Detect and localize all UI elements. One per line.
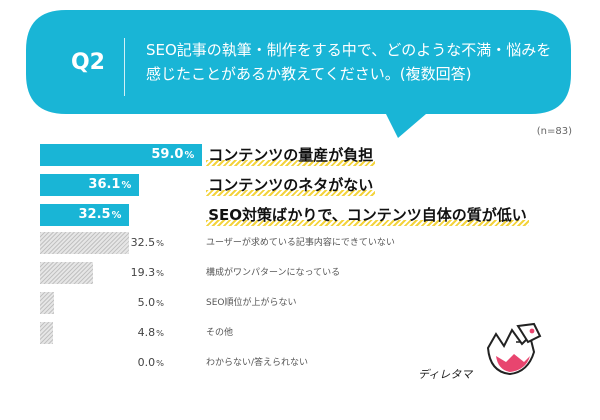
value-unit: %: [111, 210, 122, 221]
bar: [40, 292, 54, 314]
value-label: 32.5%: [21, 204, 122, 227]
category-label: コンテンツの量産が負担: [206, 144, 376, 166]
category-label: コンテンツのネタがない: [206, 174, 376, 196]
question-divider: [124, 38, 125, 96]
bar: [40, 232, 130, 254]
category-label: わからない/答えられない: [206, 358, 309, 368]
value-label: 59.0%: [94, 144, 194, 167]
value-label: 36.1%: [31, 174, 131, 197]
bar: [40, 204, 130, 226]
bar: [40, 262, 94, 284]
question-number: Q2: [70, 50, 105, 75]
value-number: 32.5: [130, 236, 156, 249]
value-label: 32.5%: [64, 232, 164, 254]
value-label: 19.3%: [64, 262, 164, 284]
value-unit: %: [156, 268, 164, 278]
question-text: SEO記事の執筆・制作をする中で、どのような不満・悩みを 感じたことがあるか教え…: [146, 38, 556, 86]
bar: [40, 322, 54, 344]
value-number: 5.0: [137, 296, 156, 309]
question-bubble: [26, 10, 571, 138]
category-label: ユーザーが求めている記事内容にできていない: [206, 238, 395, 248]
question-text-line-1: SEO記事の執筆・制作をする中で、どのような不満・悩みを: [146, 41, 552, 59]
bar: [40, 174, 140, 196]
value-number: 59.0: [151, 147, 184, 162]
value-number: 0.0: [137, 356, 156, 369]
value-unit: %: [156, 358, 164, 368]
bar: [40, 144, 203, 166]
value-unit: %: [156, 298, 164, 308]
value-unit: %: [121, 180, 132, 191]
sample-size: (n=83): [536, 126, 572, 137]
question-text-line-2: 感じたことがあるか教えてください。(複数回答): [146, 65, 472, 83]
category-label: 構成がワンパターンになっている: [206, 268, 341, 278]
value-label: 4.8%: [64, 322, 164, 344]
value-unit: %: [156, 238, 164, 248]
category-label: SEO対策ばかりで、コンテンツ自体の質が低い: [206, 204, 529, 226]
value-label: 0.0%: [64, 352, 164, 374]
value-label: 5.0%: [64, 292, 164, 314]
value-number: 4.8: [137, 326, 156, 339]
category-label: SEO順位が上がらない: [206, 298, 297, 308]
value-number: 19.3: [130, 266, 156, 279]
egg-mascot-icon: [486, 322, 542, 376]
value-unit: %: [156, 328, 164, 338]
value-number: 32.5: [78, 207, 111, 222]
brand-logo-text: ディレタマ: [418, 368, 473, 381]
value-number: 36.1: [88, 177, 121, 192]
category-label: その他: [206, 328, 234, 338]
value-unit: %: [184, 150, 195, 161]
